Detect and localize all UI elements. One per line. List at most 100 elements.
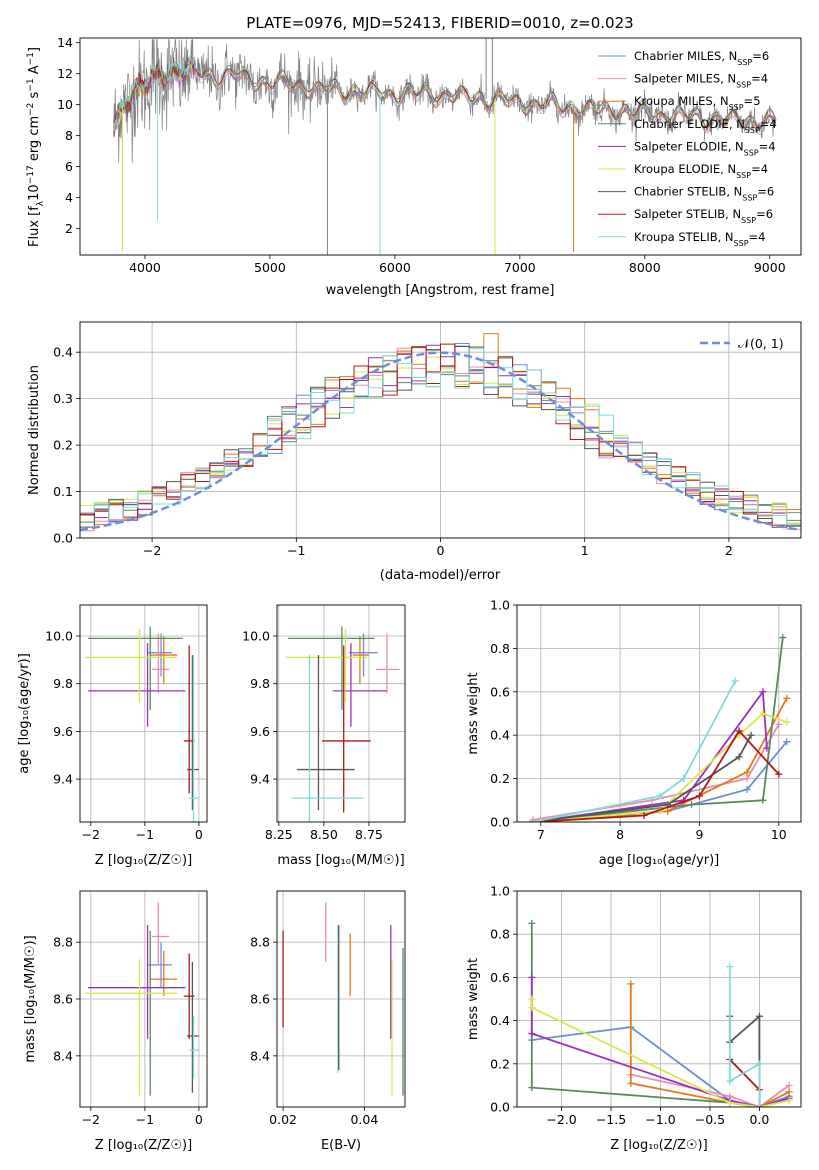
y-tick-label: 0.0 [490,815,510,830]
errorbar-point-kroupa-stelib [189,655,199,822]
errorbar-point-chabrier-miles [147,942,172,988]
axes-frame [79,604,208,823]
legend-nssp-value: 4 [768,139,775,153]
errorbar-point-salpeter-stelib [183,953,195,1039]
axes-frame [276,890,406,1108]
data-point-marker [640,811,648,819]
gaussian-reference-curve [80,351,801,532]
x-tick-label: 8 [616,827,624,842]
chart-residuals: −2 −1 0 1 2 0.0 0.1 0.2 0.3 0.4 𝒩(0, 1) (data-model… [27,321,802,583]
y-tick-label: 0.0 [490,1100,510,1115]
plot-area [517,605,801,822]
legend-nssp-value: 6 [762,49,769,63]
data-point-marker [528,919,536,927]
data-point-marker [779,634,787,642]
legend-series-name: Kroupa STELIB [634,230,718,244]
plot-area [80,322,801,538]
legend-entry: Kroupa MILES, NSSP=5 [634,94,761,112]
legend-entry: Kroupa STELIB, NSSP=4 [634,230,766,248]
axes-frame [79,37,802,256]
y-tick-label: 9.4 [250,772,270,787]
y-tick-label: 0.0 [53,531,73,546]
legend-nssp-sub: SSP [736,171,751,180]
chart-weight-vs-age: 7 8 9 10 0.0 0.2 0.4 0.6 0.8 1.0 age [log₁₀(age/yr… [466,598,802,868]
legend-series-name: Salpeter MILES [634,72,720,86]
legend-nssp-value: 4 [758,230,765,244]
legend-entry: Chabrier STELIB, NSSP=6 [634,185,774,203]
y-axis-label: mass weight [466,958,481,1040]
y-tick-label: 8.6 [250,992,270,1007]
data-point-marker [528,1004,536,1012]
legend-nssp-value: 4 [769,117,776,131]
x-tick-label: 7 [537,827,545,842]
y-tick-label: 8.8 [53,935,73,950]
y-axis-label-part: 10 [27,184,42,201]
y-tick-label: 0.2 [490,1056,510,1071]
legend-nssp-eq: = [752,49,762,63]
x-axis-label: age [log₁₀(age/yr)] [599,853,720,868]
errorbar-point-kroupa-elodie [85,628,178,703]
legend-nssp-sub: SSP [744,148,759,157]
data-point-marker [731,677,739,685]
legend-nssp-eq: = [751,72,761,86]
y-tick-label: 0.6 [490,684,510,699]
errorbar-point-kroupa-elodie [286,628,368,703]
legend-nssp-prefix: , N [720,162,736,176]
y-axis-label-part: −1 [26,78,36,91]
chart-spectrum: 4000 5000 6000 7000 8000 90002468101214PLATE=… [26,14,802,298]
data-point-marker [785,1081,793,1089]
data-point-marker [695,792,703,800]
y-tick-label: 10.0 [242,629,270,644]
legend-nssp-prefix: , N [713,94,729,108]
data-point-marker [763,744,771,752]
x-axis-label: wavelength [Angstrom, rest frame] [326,283,555,298]
x-tick-label: 8.50 [310,827,338,842]
legend-nssp-prefix: , N [720,72,736,86]
x-tick-label: −2.0 [546,1112,576,1127]
legend-nssp-sub: SSP [737,58,752,67]
legend-entry: Chabrier MILES, NSSP=6 [634,49,769,67]
model-line-chabrier-miles [113,63,777,135]
chart-weight-vs-Z: −2.0 −1.5 −1.0 −0.5 0.0 0.0 0.2 0.4 0.6 0.8 1.0 Z [… [466,884,802,1153]
data-point-marker [755,1103,763,1107]
legend-nssp-eq: = [749,230,759,244]
y-axis-label-part: λ [36,200,46,206]
legend-nssp-sub: SSP [736,80,751,89]
errorbar-point-salpeter-miles [151,902,170,965]
data-point-marker [743,775,751,783]
x-tick-label: 1 [581,543,589,558]
x-tick-label: −1 [136,1112,154,1127]
data-point-marker [528,973,536,981]
series-kroupa-stelib [726,963,763,1107]
legend-nssp-prefix: , N [728,139,744,153]
data-point-marker [726,1099,734,1107]
y-tick-label: 8.8 [250,935,270,950]
errorbar-point-chabrier-elodie [287,626,375,710]
data-point-marker [785,1088,793,1096]
y-tick-label: 12 [57,66,73,81]
data-point-marker [528,1084,536,1092]
y-tick-label: 0.8 [490,927,510,942]
errorbar-point-kroupa-miles [150,636,178,684]
y-tick-label: 0.2 [53,438,73,453]
x-tick-label: −2 [143,543,161,558]
y-tick-label: 10.0 [45,629,73,644]
errorbar-point-chabrier-elodie [88,930,183,1096]
legend-series-name: Kroupa ELODIE [634,162,720,176]
y-axis-label-part: −17 [26,165,36,184]
legend-nssp-sub: SSP [734,238,749,247]
legend-entry: 𝒩(0, 1) [738,336,784,351]
x-tick-label: 2 [725,543,733,558]
y-tick-label: 14 [57,35,73,50]
x-axis-label: E(B-V) [321,1138,361,1153]
chart-title: PLATE=0976, MJD=52413, FIBERID=0010, z=0… [246,14,633,32]
y-tick-label: 0.6 [490,970,510,985]
x-axis-label: mass [log₁₀(M/M☉)] [277,853,404,868]
x-tick-label: 4000 [129,260,161,275]
y-axis-label-part: Flux [f [27,206,42,247]
y-axis-label: age [log₁₀(age/yr)] [17,653,32,774]
data-point-marker [735,753,743,761]
plot-area [517,891,801,1107]
x-tick-label: −1.5 [596,1112,626,1127]
